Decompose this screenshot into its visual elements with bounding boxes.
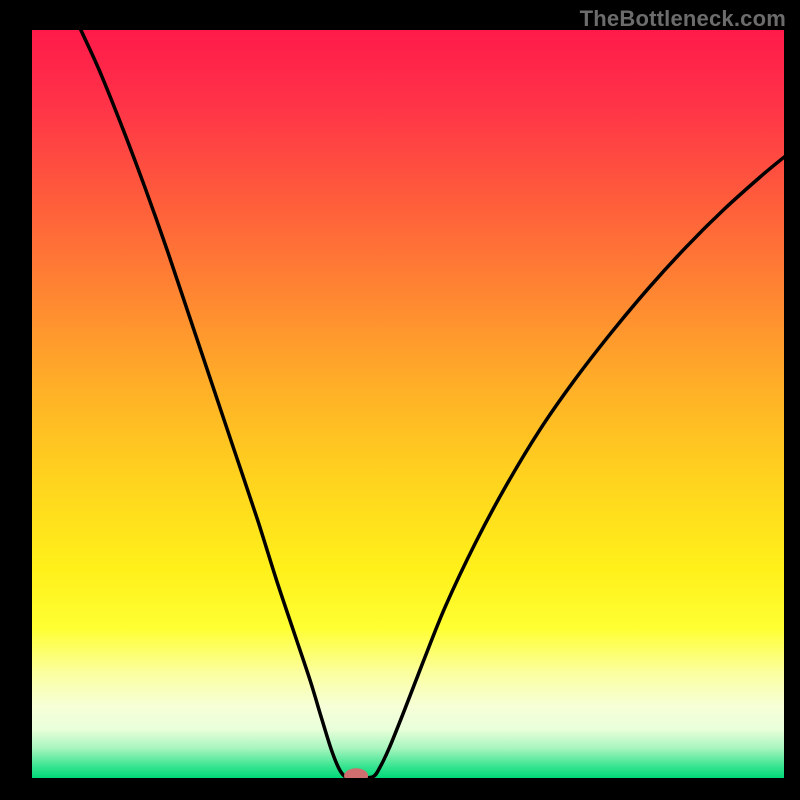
bottleneck-chart <box>0 0 800 800</box>
watermark-text: TheBottleneck.com <box>580 6 786 32</box>
chart-stage: TheBottleneck.com <box>0 0 800 800</box>
chart-background-gradient <box>32 30 784 778</box>
